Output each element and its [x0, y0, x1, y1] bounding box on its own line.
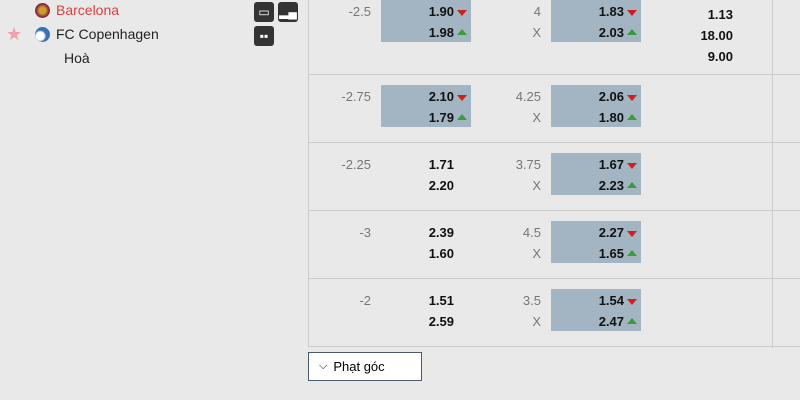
home-odds[interactable]: 2.10	[428, 89, 454, 104]
home-odds[interactable]: 1.90	[428, 4, 454, 19]
under-odds[interactable]: 2.47	[598, 314, 624, 329]
over-under-odds[interactable]: 2.06 1.80	[551, 85, 641, 127]
handicap-odds[interactable]: 1.51 2.59	[381, 289, 471, 331]
under-odds[interactable]: 1.65	[598, 246, 624, 261]
down-arrow-icon	[627, 231, 637, 237]
odds-row: -2.5 1.90 1.98 4 X 1.83 2.03 1.13 18.00 9.…	[309, 0, 800, 75]
handicap-line: -2	[359, 293, 371, 308]
copenhagen-logo-icon	[35, 26, 50, 42]
over-under-line: 4.25	[515, 89, 541, 104]
away-team[interactable]: FC Copenhagen	[35, 26, 159, 42]
over-under-x: X	[532, 178, 541, 193]
up-arrow-icon	[457, 114, 467, 120]
away-odds[interactable]: 2.20	[428, 178, 454, 193]
down-arrow-icon	[627, 95, 637, 101]
away-team-name: FC Copenhagen	[56, 26, 159, 42]
over-under-x: X	[532, 314, 541, 329]
chevron-down-icon: ⌵	[319, 360, 328, 372]
over-under-odds[interactable]: 1.67 2.23	[551, 153, 641, 195]
over-odds[interactable]: 1.83	[598, 4, 624, 19]
away-odds[interactable]: 1.79	[428, 110, 454, 125]
over-under-line: 3.75	[515, 157, 541, 172]
up-arrow-icon	[627, 250, 637, 256]
over-under-odds[interactable]: 1.54 2.47	[551, 289, 641, 331]
handicap-line: -2.5	[348, 4, 371, 19]
over-under-odds[interactable]: 1.83 2.03	[551, 0, 641, 42]
over-under-x: X	[532, 25, 541, 40]
over-odds[interactable]: 1.67	[598, 157, 624, 172]
home-odds[interactable]: 2.39	[428, 225, 454, 240]
up-arrow-icon	[457, 29, 467, 35]
away-odds[interactable]: 1.60	[428, 246, 454, 261]
down-arrow-icon	[457, 95, 467, 101]
handicap-line: -2.75	[341, 89, 371, 104]
column-divider	[772, 0, 773, 348]
down-arrow-icon	[457, 10, 467, 16]
up-arrow-icon	[627, 114, 637, 120]
handicap-line: -2.25	[341, 157, 371, 172]
handicap-odds[interactable]: 2.10 1.79	[381, 85, 471, 127]
odds-row: -2.25 1.71 2.20 3.75 X 1.67 2.23	[309, 143, 800, 211]
over-odds[interactable]: 2.27	[598, 225, 624, 240]
under-odds[interactable]: 2.03	[598, 25, 624, 40]
stats-icon[interactable]: ▂▄	[278, 2, 298, 22]
handicap-odds[interactable]: 2.39 1.60	[381, 221, 471, 263]
corner-button-label: Phạt góc	[333, 359, 385, 374]
over-under-x: X	[532, 246, 541, 261]
star-icon[interactable]: ★	[6, 24, 23, 44]
down-arrow-icon	[627, 163, 637, 169]
lineup-icon[interactable]: ▪▪	[254, 26, 274, 46]
over-odds[interactable]: 1.54	[598, 293, 624, 308]
over-under-x: X	[532, 110, 541, 125]
corner-kicks-toggle-button[interactable]: ⌵ Phạt góc	[308, 352, 422, 381]
away-odds[interactable]: 1.98	[428, 25, 454, 40]
monitor-icon[interactable]: ▭	[254, 2, 274, 22]
down-arrow-icon	[627, 299, 637, 305]
odds-row: -2 1.51 2.59 3.5 X 1.54 2.47	[309, 279, 800, 347]
over-odds[interactable]: 2.06	[598, 89, 624, 104]
up-arrow-icon	[627, 29, 637, 35]
over-under-odds[interactable]: 2.27 1.65	[551, 221, 641, 263]
away-odds[interactable]: 2.59	[428, 314, 454, 329]
handicap-line: -3	[359, 225, 371, 240]
handicap-odds[interactable]: 1.90 1.98	[381, 0, 471, 42]
barcelona-logo-icon	[35, 2, 50, 18]
1x2-value[interactable]: 18.00	[700, 28, 733, 43]
home-odds[interactable]: 1.71	[428, 157, 454, 172]
down-arrow-icon	[627, 10, 637, 16]
home-team[interactable]: Barcelona	[35, 2, 119, 18]
home-odds[interactable]: 1.51	[428, 293, 454, 308]
odds-table: -2.5 1.90 1.98 4 X 1.83 2.03 1.13 18.00 9.…	[308, 0, 800, 347]
under-odds[interactable]: 2.23	[598, 178, 624, 193]
home-team-name: Barcelona	[56, 2, 120, 18]
1x2-value[interactable]: 9.00	[707, 49, 733, 64]
over-under-line: 4	[533, 4, 541, 19]
1x2-odds: 1.13 18.00 9.00	[700, 4, 733, 67]
over-under-line: 3.5	[522, 293, 541, 308]
odds-row: -3 2.39 1.60 4.5 X 2.27 1.65	[309, 211, 800, 279]
up-arrow-icon	[627, 318, 637, 324]
over-under-line: 4.5	[522, 225, 541, 240]
up-arrow-icon	[627, 182, 637, 188]
draw-label: Hoà	[64, 50, 90, 66]
odds-row: -2.75 2.10 1.79 4.25 X 2.06 1.80	[309, 75, 800, 143]
handicap-odds[interactable]: 1.71 2.20	[381, 153, 471, 195]
under-odds[interactable]: 1.80	[598, 110, 624, 125]
1x2-value[interactable]: 1.13	[707, 7, 733, 22]
